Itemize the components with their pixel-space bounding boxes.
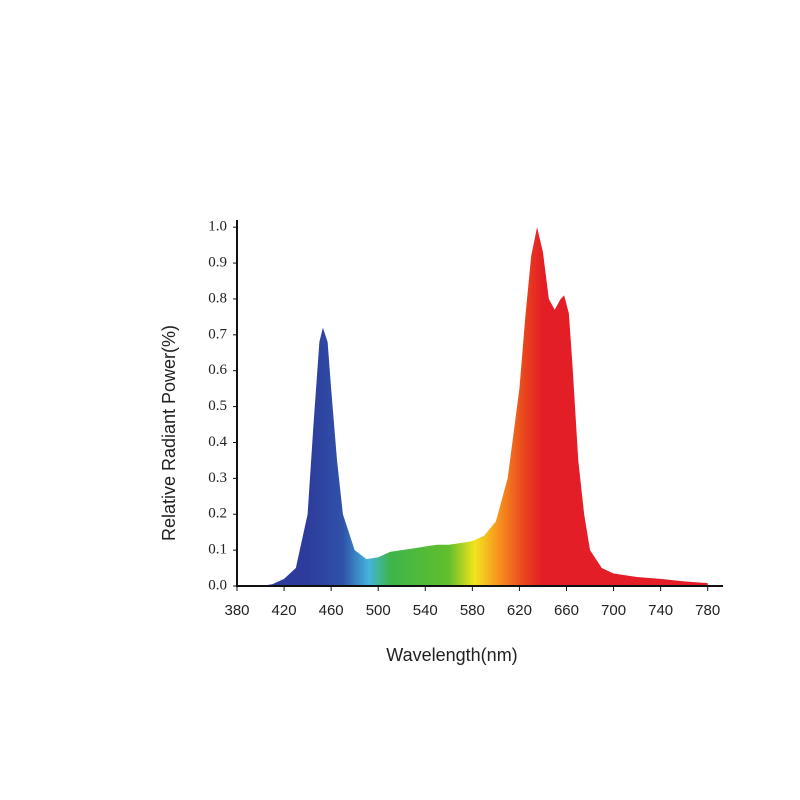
x-tick-label: 700 [601,602,626,619]
x-tick-label: 540 [413,602,438,619]
y-tick-label: 0.7 [208,326,227,342]
x-tick-label: 660 [554,602,579,619]
x-tick-label: 780 [695,602,720,619]
x-tick-label: 740 [648,602,673,619]
x-axis-label: Wavelength(nm) [386,645,517,665]
y-tick-label: 0.4 [208,434,227,450]
x-tick-label: 380 [224,602,249,619]
y-tick-label: 0.0 [208,577,227,593]
y-tick-label: 0.1 [208,542,227,558]
x-tick-label: 580 [460,602,485,619]
y-tick-label: 0.9 [208,254,227,270]
y-tick-label: 0.8 [208,290,227,306]
y-tick-label: 0.6 [208,362,227,378]
x-tick-label: 620 [507,602,532,619]
y-tick-label: 1.0 [208,219,227,235]
y-tick-label: 0.2 [208,506,227,522]
x-tick-label: 420 [272,602,297,619]
x-tick-label: 500 [366,602,391,619]
spectrum-area [260,227,708,587]
x-tick-label: 460 [319,602,344,619]
y-axis-label: Relative Radiant Power(%) [159,325,179,541]
y-tick-label: 0.3 [208,470,227,486]
y-tick-label: 0.5 [208,398,227,414]
